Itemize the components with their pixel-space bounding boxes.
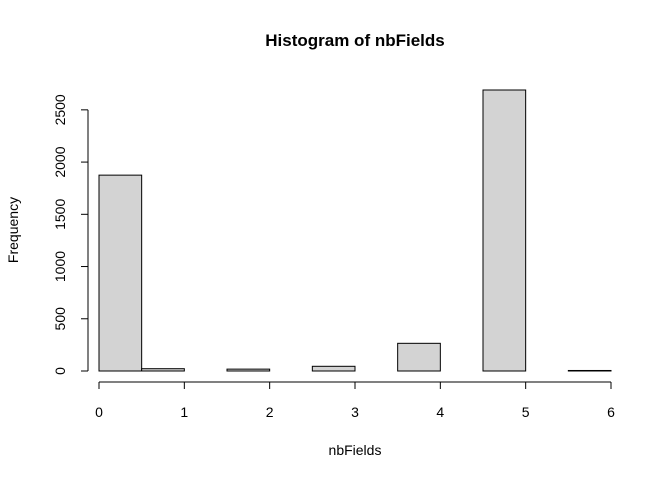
- histogram-bars: [98, 89, 612, 372]
- histogram-bar-11: [567, 369, 612, 372]
- histogram-bar-3: [226, 368, 271, 372]
- histogram-bar-0: [98, 174, 143, 372]
- y-tick-label-1: 500: [52, 307, 68, 331]
- y-axis-label: Frequency: [5, 197, 21, 263]
- histogram-bar-5: [311, 365, 356, 372]
- y-tick-label-4: 2000: [52, 146, 68, 177]
- x-tick-label-0: 0: [95, 404, 103, 420]
- histogram-bar-7: [397, 342, 441, 372]
- x-tick-label-3: 3: [351, 404, 359, 420]
- histogram-bar-1: [141, 368, 185, 372]
- y-tick-label-5: 2500: [52, 94, 68, 125]
- y-axis: 0 500 1000 1500 2000 2500: [52, 94, 89, 375]
- y-tick-label-0: 0: [52, 367, 68, 375]
- x-tick-label-6: 6: [607, 404, 615, 420]
- x-axis: 0 1 2 3 4 5 6: [95, 381, 615, 420]
- x-tick-label-1: 1: [180, 404, 188, 420]
- y-tick-label-2: 1000: [52, 251, 68, 282]
- x-tick-label-4: 4: [436, 404, 444, 420]
- x-tick-label-5: 5: [522, 404, 530, 420]
- x-tick-label-2: 2: [266, 404, 274, 420]
- chart-title: Histogram of nbFields: [265, 31, 444, 50]
- x-axis-label: nbFields: [329, 442, 382, 458]
- y-tick-label-3: 1500: [52, 199, 68, 230]
- histogram-bar-9: [482, 89, 527, 372]
